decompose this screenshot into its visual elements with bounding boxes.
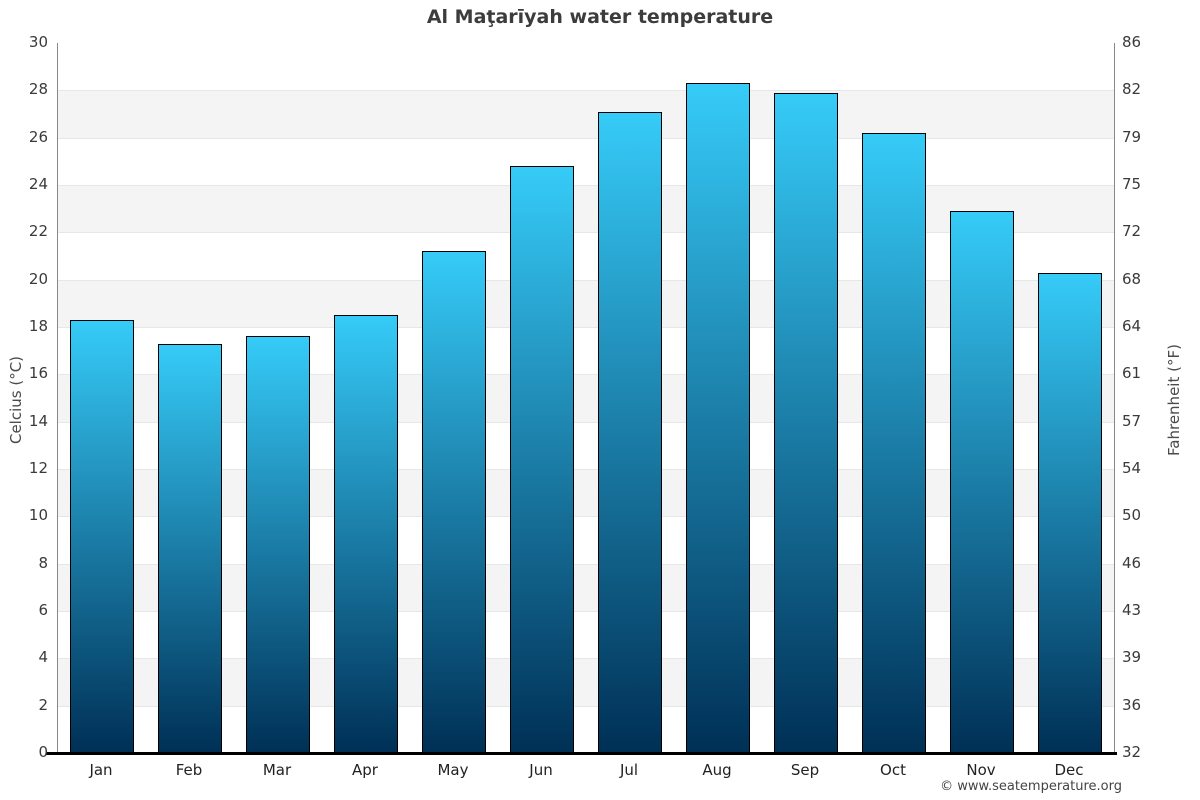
bar-feb [158, 343, 222, 753]
fahrenheit-tick-label: 39 [1122, 648, 1142, 667]
grid-band [58, 90, 1114, 138]
chart-title: Al Maţarīyah water temperature [426, 6, 774, 28]
copyright-credit: © www.seatemperature.org [940, 779, 1122, 794]
grid-band [58, 43, 1114, 90]
fahrenheit-tick-label: 61 [1122, 364, 1142, 383]
celsius-tick-label: 12 [28, 459, 48, 477]
fahrenheit-tick-label: 68 [1122, 269, 1142, 288]
grid-line [58, 185, 1114, 186]
month-tick-label-mar: Mar [262, 761, 292, 779]
celsius-tick-label: 16 [28, 364, 48, 383]
celsius-tick-label: 14 [28, 411, 48, 430]
grid-line [58, 469, 1114, 470]
grid-band [58, 469, 1114, 517]
month-tick-label-nov: Nov [966, 761, 996, 779]
month-tick-label-oct: Oct [880, 761, 906, 779]
celsius-tick-label: 22 [28, 222, 48, 241]
bar-nov [950, 211, 1014, 753]
month-tick-label-aug: Aug [702, 761, 732, 779]
celsius-tick-label: 18 [28, 317, 48, 335]
bar-apr [334, 315, 398, 753]
celsius-tick-label: 2 [38, 695, 48, 714]
grid-band [58, 374, 1114, 422]
grid-line [58, 327, 1114, 328]
grid-band [58, 658, 1114, 706]
bar-oct [862, 132, 926, 753]
grid-band [58, 563, 1114, 611]
fahrenheit-tick-label: 79 [1122, 127, 1142, 146]
celsius-tick-label: 4 [38, 648, 48, 667]
fahrenheit-tick-label: 75 [1122, 175, 1142, 193]
bar-dec [1038, 272, 1102, 753]
fahrenheit-tick-label: 64 [1122, 317, 1142, 335]
celsius-tick-label: 20 [28, 269, 48, 288]
celsius-tick-label: 30 [28, 33, 48, 51]
grid-band [58, 185, 1114, 233]
bar-jul [598, 111, 662, 753]
month-tick-label-jul: Jul [619, 761, 639, 779]
grid-line [58, 90, 1114, 92]
grid-line [58, 658, 1114, 660]
grid-line [58, 611, 1114, 612]
grid-line [58, 705, 1114, 707]
fahrenheit-tick-label: 43 [1122, 601, 1142, 619]
month-tick-label-sep: Sep [790, 761, 820, 779]
grid-band [58, 279, 1114, 327]
celsius-tick-label: 6 [38, 601, 48, 619]
celsius-tick-label: 10 [28, 506, 48, 525]
grid-line [58, 137, 1114, 139]
bar-mar [246, 336, 310, 753]
grid-line [58, 232, 1114, 234]
bar-aug [686, 83, 750, 753]
fahrenheit-tick-label: 36 [1122, 695, 1142, 714]
bar-sep [774, 92, 838, 753]
bar-may [422, 251, 486, 753]
bar-jun [510, 166, 574, 753]
celsius-axis-title: Celcius (°C) [7, 355, 25, 445]
celsius-tick-label: 26 [28, 127, 48, 146]
fahrenheit-tick-label: 46 [1122, 553, 1142, 572]
month-tick-label-jun: Jun [529, 761, 553, 779]
fahrenheit-axis-title: Fahrenheit (°F) [1165, 344, 1183, 456]
plot-area [57, 43, 1115, 753]
grid-line [58, 279, 1114, 281]
grid-line [58, 421, 1114, 423]
month-tick-label-jan: Jan [89, 761, 113, 779]
grid-line [58, 516, 1114, 518]
x-axis-line [46, 752, 1117, 755]
grid-line [58, 374, 1114, 376]
month-tick-label-dec: Dec [1054, 761, 1084, 779]
month-tick-label-apr: Apr [352, 761, 378, 779]
fahrenheit-tick-label: 50 [1122, 506, 1142, 525]
fahrenheit-tick-label: 86 [1122, 33, 1142, 51]
celsius-tick-label: 28 [28, 80, 48, 99]
bar-jan [70, 319, 134, 753]
celsius-tick-label: 24 [28, 175, 48, 193]
fahrenheit-tick-label: 32 [1122, 743, 1142, 761]
fahrenheit-tick-label: 82 [1122, 80, 1142, 99]
grid-line [58, 563, 1114, 565]
month-tick-label-may: May [437, 761, 469, 779]
grid-band [58, 138, 1114, 185]
month-tick-label-feb: Feb [175, 761, 203, 779]
fahrenheit-tick-label: 72 [1122, 222, 1142, 241]
fahrenheit-tick-label: 54 [1122, 459, 1142, 477]
celsius-tick-label: 8 [38, 553, 48, 572]
fahrenheit-tick-label: 57 [1122, 411, 1142, 430]
celsius-tick-label: 0 [38, 743, 48, 761]
